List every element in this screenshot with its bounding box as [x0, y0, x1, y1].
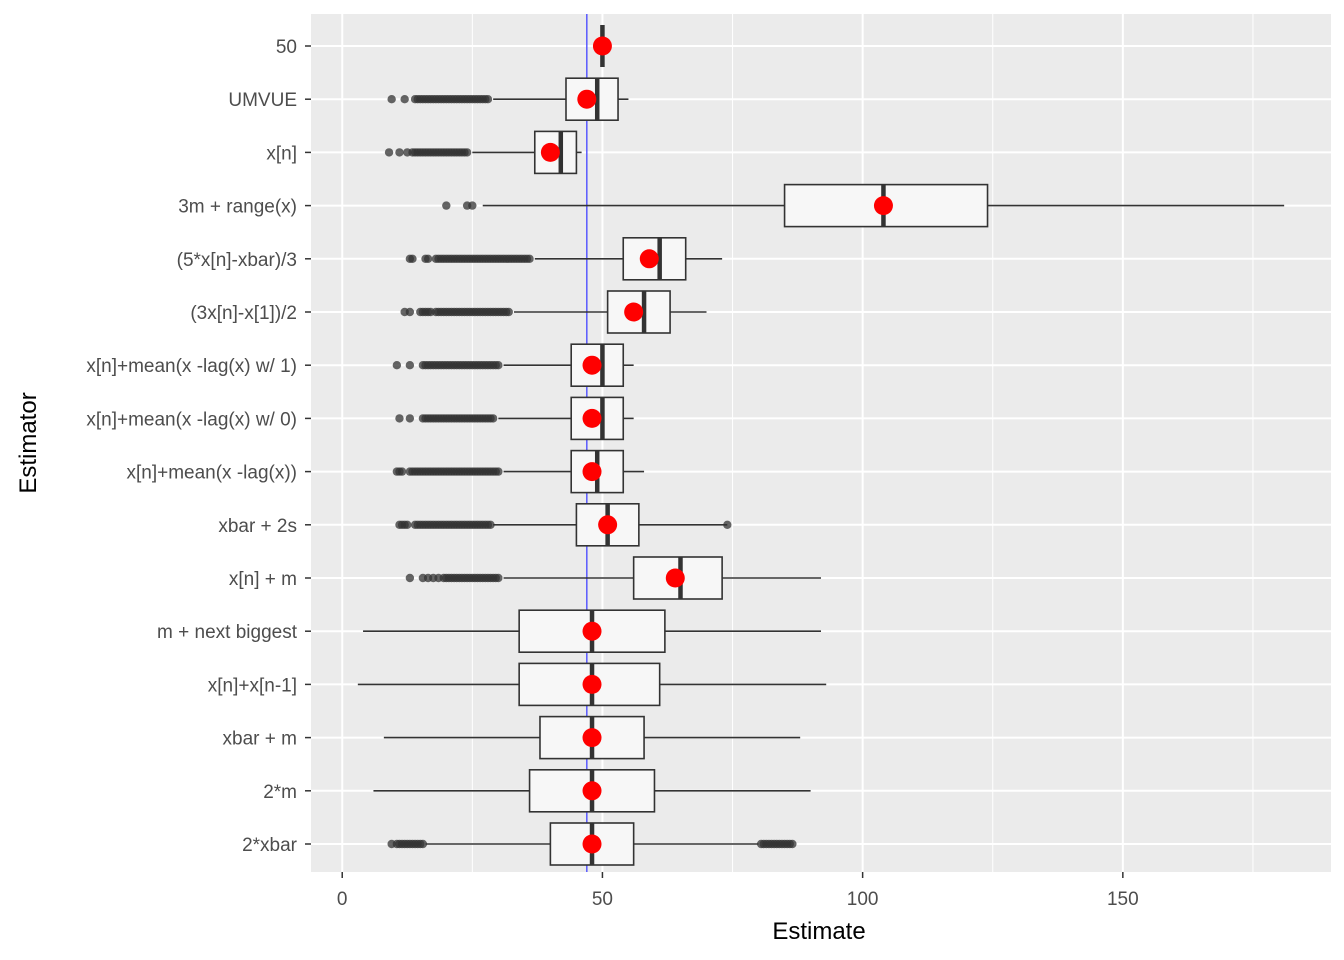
y-tick-label: 3m + range(x)	[178, 197, 297, 218]
y-tick-label: (3x[n]-x[1])/2	[190, 303, 297, 324]
estimator-boxplot	[363, 609, 821, 654]
mean-point	[582, 834, 602, 854]
x-axis-title: Estimate	[772, 918, 865, 945]
mean-point	[577, 89, 597, 109]
y-axis-title: Estimator	[15, 392, 42, 493]
estimator-boxplot	[400, 290, 707, 334]
outlier-point	[395, 148, 404, 157]
outlier-point	[403, 520, 412, 529]
outlier-point	[483, 95, 493, 104]
outlier-point	[442, 201, 451, 210]
mean-point	[598, 515, 618, 535]
outlier-point	[405, 414, 415, 423]
x-tick-label: 150	[1107, 889, 1139, 910]
estimator-boxplot	[383, 715, 801, 760]
outlier-point	[400, 95, 409, 104]
y-tick-label: x[n]+mean(x -lag(x) w/ 0)	[86, 409, 297, 430]
y-tick-label: xbar + 2s	[218, 516, 297, 537]
y-tick-label: x[n]+mean(x -lag(x))	[126, 463, 297, 484]
outlier-point	[494, 467, 503, 476]
panel-background	[311, 14, 1331, 872]
mean-point	[582, 621, 602, 641]
outlier-point	[397, 467, 407, 476]
mean-point	[582, 462, 602, 482]
outlier-point	[423, 254, 433, 263]
x-tick-label: 100	[847, 889, 879, 910]
y-tick-label: 2*xbar	[242, 835, 298, 856]
x-tick-label: 50	[592, 889, 613, 910]
outlier-point	[395, 414, 404, 423]
outlier-point	[418, 839, 428, 849]
mean-point	[873, 196, 893, 216]
outlier-point	[504, 307, 513, 317]
outlier-point	[486, 520, 495, 529]
mean-point	[582, 728, 602, 748]
estimator-boxplot	[442, 183, 1285, 228]
estimator-boxplot	[373, 768, 811, 813]
mean-point	[582, 355, 602, 375]
outlier-point	[387, 95, 396, 104]
y-tick-label: xbar + m	[223, 729, 297, 750]
y-tick-label: UMVUE	[228, 90, 297, 111]
mean-point	[582, 674, 602, 694]
outlier-point	[788, 839, 797, 849]
axis-layer: 0 50 100 150 50 UMVUE x[n] 3m + range(x) (5*x[n]…	[86, 37, 1138, 910]
outlier-point	[392, 361, 402, 370]
outlier-point	[488, 414, 498, 423]
mean-point	[639, 249, 659, 269]
estimator-boxplot	[387, 822, 797, 866]
estimator-boxplot	[395, 396, 634, 441]
outlier-point	[384, 148, 394, 157]
estimator-boxplot	[405, 237, 723, 281]
estimator-boxplot	[405, 556, 821, 600]
y-tick-label: 50	[276, 37, 297, 58]
mean-point	[540, 142, 560, 162]
y-tick-label: x[n]	[266, 143, 297, 164]
outlier-point	[494, 361, 503, 370]
estimator-boxplot	[392, 449, 645, 494]
outlier-point	[494, 573, 503, 583]
outlier-point	[462, 148, 472, 157]
estimator-boxplot	[357, 662, 827, 707]
outlier-point	[405, 307, 415, 317]
outlier-point	[405, 361, 415, 370]
y-tick-label: x[n] + m	[229, 569, 297, 590]
y-tick-label: 2*m	[263, 782, 297, 803]
outlier-point	[468, 201, 477, 210]
marks-layer	[357, 25, 1285, 866]
estimator-boxplot	[387, 77, 629, 121]
outlier-point	[408, 254, 417, 263]
box	[570, 343, 625, 388]
y-tick-label: (5*x[n]-xbar)/3	[177, 250, 297, 271]
x-tick-label: 0	[337, 889, 348, 910]
outlier-point	[405, 573, 415, 583]
mean-point	[665, 568, 685, 588]
estimator-boxplot	[392, 343, 634, 388]
box	[606, 290, 671, 334]
outlier-point	[525, 254, 534, 263]
mean-point	[592, 36, 612, 56]
y-tick-label: m + next biggest	[157, 622, 298, 643]
mean-point	[582, 408, 602, 428]
y-tick-label: x[n]+x[n-1]	[208, 675, 297, 696]
mean-point	[582, 781, 602, 801]
estimator-boxplot	[592, 25, 612, 67]
estimator-boxplot	[395, 502, 732, 547]
estimator-boxplot	[384, 130, 582, 175]
y-tick-label: x[n]+mean(x -lag(x) w/ 1)	[86, 356, 297, 377]
outlier-point	[723, 520, 732, 529]
mean-point	[624, 302, 644, 322]
